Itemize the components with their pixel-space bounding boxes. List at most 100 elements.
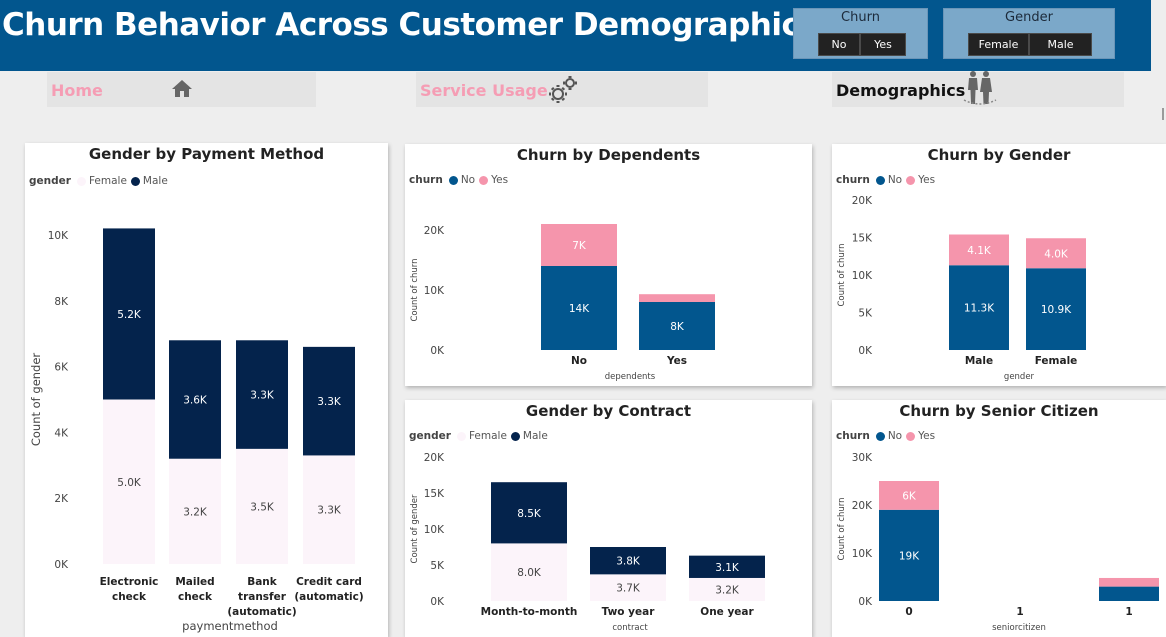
y-tick-label: 20K xyxy=(852,500,873,512)
data-label: 8.5K xyxy=(517,508,542,520)
bar-yes xyxy=(1099,577,1159,587)
chart-plot: 0K 5K 10K 15K 20K Count of churn 11.3K 4.1K Male… xyxy=(837,195,1086,382)
bar-female xyxy=(590,574,666,601)
data-label: 14K xyxy=(569,303,590,315)
gender-male-button[interactable]: Male xyxy=(1029,33,1092,56)
bar-female xyxy=(103,399,155,564)
legend-item-yes[interactable]: Yes xyxy=(906,174,935,186)
legend-item-female[interactable]: Female xyxy=(456,430,507,442)
data-label: 3.7K xyxy=(616,583,641,595)
x-category-label: Two year xyxy=(602,606,656,618)
data-label: 3.5K xyxy=(250,501,275,513)
nav-home-button[interactable]: Home xyxy=(47,72,316,107)
y-axis-title: Count of churn xyxy=(837,243,847,306)
x-category-label: transfer xyxy=(238,591,287,603)
legend-item-yes[interactable]: Yes xyxy=(479,174,508,186)
data-label: 3.3K xyxy=(317,505,342,517)
x-category-label: (automatic) xyxy=(294,591,363,603)
page-title: Churn Behavior Across Customer Demograph… xyxy=(2,7,818,43)
bar-female xyxy=(169,458,221,564)
y-tick-label: 10K xyxy=(852,548,873,560)
legend-title: churn xyxy=(836,430,870,442)
bar-no xyxy=(949,265,1009,350)
data-label: 4.0K xyxy=(1044,248,1069,260)
x-category-label: 1 xyxy=(1125,606,1132,618)
churn-yes-button[interactable]: Yes xyxy=(860,33,906,56)
nav-demographics-label: Demographics xyxy=(836,81,966,100)
data-label: 8.0K xyxy=(517,567,542,579)
x-category-label: No xyxy=(571,355,587,367)
y-tick-label: 10K xyxy=(424,524,445,536)
x-axis-title: paymentmethod xyxy=(182,619,278,633)
x-category-label: Male xyxy=(965,355,993,367)
bar-male xyxy=(303,346,355,456)
y-axis-title: Count of gender xyxy=(29,353,43,447)
y-tick-label: 0K xyxy=(858,596,873,608)
page-scrollbar[interactable] xyxy=(1162,108,1164,120)
data-label: 3.8K xyxy=(616,556,641,568)
x-axis-title: gender xyxy=(1004,372,1035,382)
chart-legend: gender Female Male xyxy=(29,175,172,187)
y-tick-label: 6K xyxy=(54,362,69,374)
bar-male xyxy=(590,547,666,575)
bar-male xyxy=(169,340,221,459)
chart-plot: 0K 5K 10K 15K 20K Count of gender 8.0K 8.5K Mont… xyxy=(410,452,765,633)
legend-item-no[interactable]: No xyxy=(875,174,902,186)
chart-churn-by-dependents: Churn by Dependents churn No Yes 0K 10K 20… xyxy=(405,144,812,386)
y-tick-label: 20K xyxy=(852,195,873,207)
gender-slicer-title: Gender xyxy=(1005,10,1053,25)
y-tick-label: 2K xyxy=(54,493,69,505)
x-category-label: 1 xyxy=(1016,606,1023,618)
gender-female-button[interactable]: Female xyxy=(968,33,1029,56)
bar-yes xyxy=(639,294,715,302)
x-category-label: 0 xyxy=(905,606,912,618)
data-label: 3.6K xyxy=(183,395,208,407)
nav-home-label: Home xyxy=(51,81,103,100)
data-label: 3.2K xyxy=(183,506,208,518)
chart-legend: churn No Yes xyxy=(836,174,939,186)
data-label: 3.1K xyxy=(715,562,740,574)
people-icon xyxy=(963,71,997,105)
churn-no-button[interactable]: No xyxy=(818,33,860,56)
nav-demographics-button[interactable]: Demographics xyxy=(832,71,1124,107)
legend-item-no[interactable]: No xyxy=(448,174,475,186)
bar-yes xyxy=(949,234,1009,266)
churn-slicer-title: Churn xyxy=(841,10,880,25)
legend-item-female[interactable]: Female xyxy=(76,175,127,187)
x-axis-title: dependents xyxy=(605,372,656,382)
x-category-label: Bank xyxy=(247,576,278,588)
bar-no xyxy=(879,509,939,601)
y-tick-label: 20K xyxy=(424,452,445,464)
data-label: 3.3K xyxy=(250,390,275,402)
data-label: 19K xyxy=(899,550,920,562)
chart-plot: 0K 10K 20K 30K Count of churn 19K 6K 0 1 1 seniorc… xyxy=(837,452,1159,633)
legend-title: churn xyxy=(409,174,443,186)
legend-item-male[interactable]: Male xyxy=(130,175,168,187)
x-category-label: Electronic xyxy=(100,576,159,588)
legend-item-no[interactable]: No xyxy=(875,430,902,442)
chart-gender-by-contract: Gender by Contract gender Female Male 0K… xyxy=(405,400,812,637)
churn-slicer: Churn No Yes xyxy=(793,8,928,59)
bar-male xyxy=(236,340,288,449)
x-category-label: Mailed xyxy=(175,576,214,588)
y-tick-label: 10K xyxy=(48,230,69,242)
x-category-label: Female xyxy=(1035,355,1078,367)
legend-title: gender xyxy=(29,175,71,187)
legend-item-yes[interactable]: Yes xyxy=(906,430,935,442)
header-bar: Churn Behavior Across Customer Demograph… xyxy=(0,0,1151,71)
y-tick-label: 15K xyxy=(424,488,445,500)
chart-legend: gender Female Male xyxy=(409,430,552,442)
legend-item-male[interactable]: Male xyxy=(510,430,548,442)
gender-slicer: Gender Female Male xyxy=(943,8,1115,59)
data-label: 5.2K xyxy=(117,309,142,321)
legend-title: churn xyxy=(836,174,870,186)
nav-service-usage-button[interactable]: Service Usage xyxy=(416,72,708,107)
bar-no xyxy=(1026,268,1086,350)
x-category-label: Credit card xyxy=(296,576,362,588)
data-label: 4.1K xyxy=(967,245,992,257)
y-axis-title: Count of churn xyxy=(410,258,420,321)
chart-gender-by-payment: Gender by Payment Method gender Female M… xyxy=(25,143,388,637)
y-tick-label: 0K xyxy=(430,596,445,608)
chart-title: Gender by Contract xyxy=(525,402,692,420)
chart-title: Gender by Payment Method xyxy=(88,145,325,163)
